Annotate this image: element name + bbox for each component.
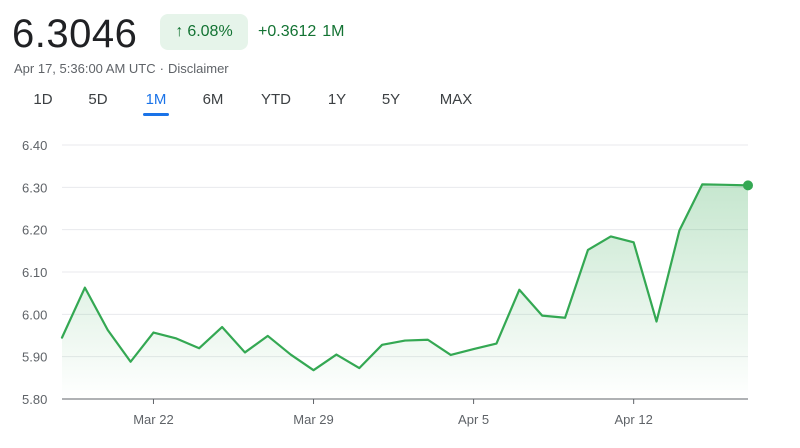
current-price: 6.3046	[12, 12, 138, 56]
data-point[interactable]	[356, 365, 362, 371]
range-tab-1d[interactable]: 1D	[33, 91, 53, 108]
data-point[interactable]	[631, 239, 637, 245]
change-absolute-value: +0.3612	[258, 23, 317, 40]
data-point[interactable]	[608, 233, 614, 239]
quote-meta: Apr 17, 5:36:00 AM UTC · Disclaimer	[14, 60, 229, 78]
data-point[interactable]	[288, 352, 294, 358]
x-tick-label: Apr 5	[458, 412, 489, 427]
disclaimer-link[interactable]: Disclaimer	[167, 61, 229, 76]
data-point[interactable]	[150, 330, 156, 336]
data-point[interactable]	[722, 182, 728, 188]
data-point[interactable]	[562, 315, 568, 321]
x-tick-label: Apr 12	[615, 412, 653, 427]
range-tab-ytd[interactable]: YTD	[261, 91, 291, 108]
data-point[interactable]	[311, 367, 317, 373]
y-tick-label: 6.20	[22, 223, 47, 238]
y-tick-label: 6.40	[22, 138, 47, 153]
data-point[interactable]	[585, 247, 591, 253]
separator: ·	[159, 61, 164, 76]
price-line	[60, 183, 750, 372]
current-price-marker	[743, 180, 753, 191]
range-tabs: 1D 5D 1M 6M YTD 1Y 5Y MAX	[0, 88, 520, 116]
data-point[interactable]	[402, 338, 408, 344]
x-tick-label: Mar 29	[293, 412, 333, 427]
data-point[interactable]	[539, 313, 545, 319]
y-tick-label: 6.30	[22, 180, 47, 195]
range-tab-1m[interactable]: 1M	[143, 88, 169, 116]
change-percent: 6.08%	[187, 23, 233, 40]
y-tick-label: 6.10	[22, 265, 47, 280]
arrow-up-icon: ↑	[175, 23, 184, 40]
data-point[interactable]	[173, 335, 179, 341]
price-area	[62, 184, 748, 399]
change-percent-badge: ↑ 6.08%	[160, 14, 248, 50]
data-point[interactable]	[448, 352, 454, 358]
y-tick-label: 6.00	[22, 307, 47, 322]
data-point[interactable]	[219, 324, 225, 330]
data-point[interactable]	[242, 349, 248, 355]
data-point[interactable]	[82, 285, 88, 291]
change-absolute: +0.3612 1M	[258, 14, 345, 50]
range-tab-1y[interactable]: 1Y	[327, 91, 347, 108]
data-point[interactable]	[105, 327, 111, 333]
data-point[interactable]	[699, 181, 705, 187]
x-tick-label: Mar 22	[133, 412, 173, 427]
data-point[interactable]	[471, 346, 477, 352]
data-point[interactable]	[196, 345, 202, 351]
data-point[interactable]	[676, 228, 682, 234]
price-chart[interactable]: 5.80 5.90 6.00 6.10 6.20 6.30 6.40 Mar 22 Mar 2…	[0, 128, 800, 448]
range-tab-max[interactable]: MAX	[439, 91, 473, 108]
data-point[interactable]	[59, 335, 65, 341]
change-period: 1M	[322, 23, 345, 40]
data-point[interactable]	[333, 352, 339, 358]
range-tab-5d[interactable]: 5D	[88, 91, 108, 108]
data-point[interactable]	[379, 342, 385, 348]
timestamp: Apr 17, 5:36:00 AM UTC	[14, 61, 156, 76]
range-tab-5y[interactable]: 5Y	[381, 91, 401, 108]
data-point[interactable]	[425, 337, 431, 343]
y-tick-label: 5.80	[22, 392, 47, 407]
data-point[interactable]	[128, 359, 134, 365]
data-point[interactable]	[516, 287, 522, 293]
data-point[interactable]	[654, 319, 660, 325]
data-point[interactable]	[493, 341, 499, 347]
data-point[interactable]	[265, 333, 271, 339]
range-tab-6m[interactable]: 6M	[202, 91, 224, 108]
y-tick-label: 5.90	[22, 350, 47, 365]
